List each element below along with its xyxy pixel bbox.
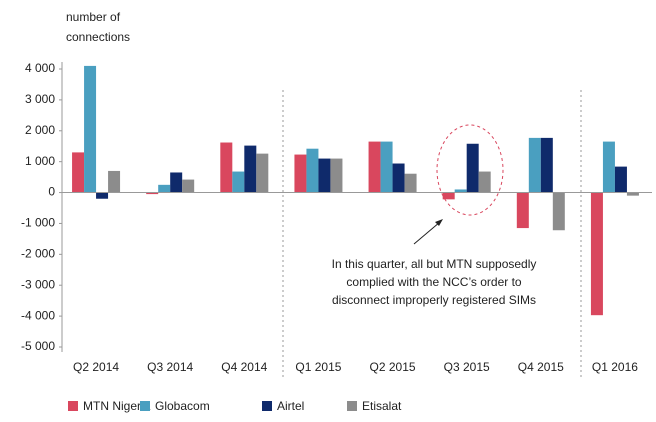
annotation: disconnect improperly registered SIMs [332,293,536,307]
y-tick-label: -3 000 [21,277,55,291]
bar [170,172,183,193]
bar [158,184,171,193]
x-tick-label: Q3 2014 [147,360,193,374]
bar [626,192,639,196]
y-tick-label: -5 000 [21,339,55,353]
arrow-head [435,219,443,226]
arrow [413,221,441,245]
bar [330,158,343,193]
y-tick-label: 0 [48,185,55,199]
annotation: In this quarter, all but MTN supposedly [332,257,537,271]
bar [96,192,109,199]
bar [552,192,565,231]
bar [318,158,331,193]
y-axis-title: connections [66,30,130,44]
bar [454,189,467,193]
x-tick-label: Q4 2014 [221,360,267,374]
legend-swatch [140,401,150,411]
bar [392,163,405,193]
bar [516,192,529,229]
legend-swatch [347,401,357,411]
bar [232,171,245,193]
bar [466,143,479,193]
bar [442,192,455,200]
bar [220,142,233,193]
legend-label: MTN Nigeria [83,399,151,413]
bar [368,141,381,193]
legend-swatch [262,401,272,411]
bar [108,170,121,193]
y-tick-label: 3 000 [25,92,55,106]
x-tick-label: Q4 2015 [518,360,564,374]
y-tick-label: -4 000 [21,308,55,322]
bar [256,153,269,193]
legend-label: Globacom [155,399,210,413]
y-tick-label: -2 000 [21,247,55,261]
bar [380,141,393,193]
bar [244,145,257,193]
x-tick-label: Q3 2015 [444,360,490,374]
bar [306,148,319,193]
x-tick-label: Q2 2014 [73,360,119,374]
y-tick-label: 2 000 [25,123,55,137]
y-tick-label: 1 000 [25,154,55,168]
highlight-ellipse [436,124,504,216]
bar [294,154,307,193]
x-tick-label: Q1 2015 [295,360,341,374]
bar [614,166,627,193]
bar [404,173,417,193]
y-axis-title: number of [66,10,121,24]
bar [602,141,615,193]
bar [182,179,195,193]
bar [84,65,97,193]
legend-label: Airtel [277,399,304,413]
legend-label: Etisalat [362,399,402,413]
legend-swatch [68,401,78,411]
y-tick-label: 4 000 [25,61,55,75]
bar [72,152,85,193]
bar [590,192,603,316]
y-tick-label: -1 000 [21,216,55,230]
x-tick-label: Q1 2016 [592,360,638,374]
annotation: complied with the NCC’s order to [346,275,522,289]
x-tick-label: Q2 2015 [370,360,416,374]
bar [146,192,159,195]
bar [528,137,541,193]
bar [478,171,491,193]
bar [540,137,553,193]
